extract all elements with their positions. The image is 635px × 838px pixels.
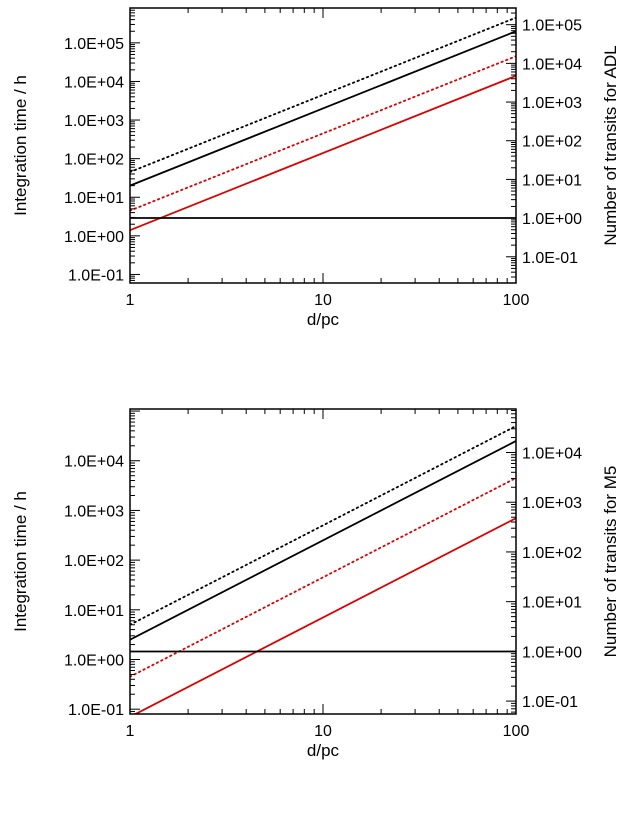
y-tick-label: 1.0E-01 (68, 267, 124, 284)
y-tick-label: 1.0E-01 (68, 702, 124, 719)
panel-bottom: 1 10 100 1.0E-01 1.0E+00 1.0E+01 1.0E+02 1.0E+0… (11, 408, 620, 760)
y-tick-label: 1.0E+03 (64, 503, 124, 520)
y-tick-label: 1.0E+01 (64, 190, 124, 207)
y-right-tick-label: 1.0E+00 (522, 644, 582, 661)
y-right-tick-label: 1.0E+03 (522, 495, 582, 512)
y-tick-label: 1.0E+01 (64, 603, 124, 620)
x-tick-label: 100 (503, 292, 530, 309)
series-line-1 (130, 425, 516, 626)
y-tick-label: 1.0E+00 (64, 229, 124, 246)
y-right-tick-label: 1.0E+04 (522, 56, 582, 73)
y-right-axis-label: Number of transits for ADL (601, 45, 620, 245)
y-right-tick-label: 1.0E-01 (522, 250, 578, 267)
series-line-1 (130, 16, 516, 173)
y-right-tick-label: 1.0E+05 (522, 18, 582, 35)
y-tick-label: 1.0E+02 (64, 152, 124, 169)
y-right-tick-label: 1.0E+02 (522, 545, 582, 562)
panel-top: 1 10 100 1.0E-01 1.0E+00 1.0E+01 1.0E+02 1.0E+0… (11, 7, 620, 329)
plot-frame (129, 7, 517, 284)
y-right-tick-label: 1.0E+03 (522, 95, 582, 112)
y-tick-label: 1.0E+03 (64, 113, 124, 130)
series-group (130, 16, 516, 232)
series-line-4 (133, 517, 516, 714)
series-line-2 (130, 30, 516, 187)
y-right-tick-label: 1.0E+01 (522, 172, 582, 189)
y-right-tick-label: 1.0E+00 (522, 211, 582, 228)
x-axis-label: d/pc (307, 310, 340, 329)
y-tick-label: 1.0E+02 (64, 553, 124, 570)
series-line-3 (130, 477, 516, 678)
y-right-axis-label: Number of transits for M5 (601, 466, 620, 658)
series-line-3 (130, 55, 516, 212)
x-axis-label: d/pc (307, 741, 340, 760)
x-tick-label: 10 (314, 292, 332, 309)
plot-frame (129, 408, 517, 715)
series-group (130, 425, 516, 714)
x-tick-label: 10 (314, 723, 332, 740)
y-right-tick-label: 1.0E+04 (522, 446, 582, 463)
y-axis-label: Integration time / h (11, 491, 30, 632)
x-tick-label: 1 (126, 292, 135, 309)
y-right-tick-label: 1.0E+01 (522, 595, 582, 612)
y-tick-label: 1.0E+00 (64, 652, 124, 669)
series-line-2 (130, 440, 516, 641)
y-tick-label: 1.0E+04 (64, 454, 124, 471)
x-tick-label: 100 (503, 723, 530, 740)
y-right-tick-label: 1.0E-01 (522, 694, 578, 711)
x-tick-label: 1 (126, 723, 135, 740)
y-axis-label: Integration time / h (11, 75, 30, 216)
y-tick-label: 1.0E+04 (64, 74, 124, 91)
y-tick-label: 1.0E+05 (64, 36, 124, 53)
series-line-4 (130, 74, 516, 232)
y-right-tick-label: 1.0E+02 (522, 134, 582, 151)
